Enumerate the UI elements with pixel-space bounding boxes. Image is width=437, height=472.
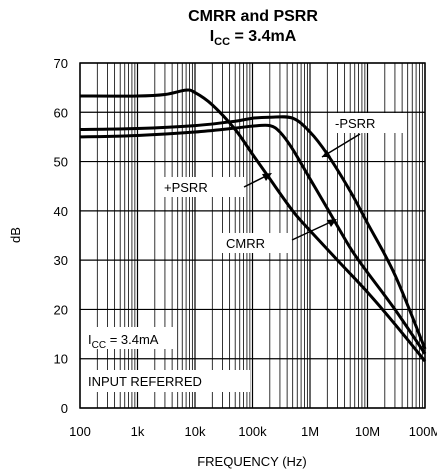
y-tick-label: 50 (54, 155, 68, 170)
series-layer (79, 88, 427, 363)
x-tick-label: 100M (409, 424, 437, 439)
note-box-icc (85, 327, 177, 349)
plot-frame (79, 62, 426, 409)
chart-title: CMRR and PSRR (188, 8, 318, 25)
series-line-plusminus-psrr (79, 123, 427, 355)
x-tick-label: 100 (69, 424, 91, 439)
label-minus-psrr: -PSRR (335, 116, 375, 131)
note-icc-cc: CC (92, 340, 106, 351)
y-tick-labels: 0 10 20 30 40 50 60 70 (54, 56, 68, 416)
series-line-minus-psrr (79, 115, 427, 350)
y-tick-label: 30 (54, 253, 68, 268)
label-box-plus-psrr (160, 177, 244, 197)
x-tick-label: 10M (355, 424, 380, 439)
y-tick-label: 40 (54, 204, 68, 219)
note-icc: ICC = 3.4mA (88, 332, 159, 351)
subtitle-i: I (210, 28, 214, 45)
label-cmrr: CMRR (226, 236, 265, 251)
x-tick-labels: 100 1k 10k 100k 1M 10M 100M (69, 424, 437, 439)
x-tick-label: 10k (185, 424, 206, 439)
label-box-minus-psrr (330, 113, 406, 133)
chart-subtitle: ICC = 3.4mA (210, 28, 297, 48)
label-box-cmrr (221, 233, 291, 253)
x-axis-label: FREQUENCY (Hz) (197, 454, 307, 469)
note-icc-value: = 3.4mA (106, 332, 159, 347)
note-icc-i: I (88, 332, 92, 347)
arrowhead-cmrr (327, 219, 337, 227)
y-tick-label: 0 (61, 401, 68, 416)
y-tick-label: 70 (54, 56, 68, 71)
series-line-cmrr (79, 88, 427, 363)
x-tick-label: 1k (131, 424, 145, 439)
x-tick-label: 1M (301, 424, 319, 439)
note-box-referred (85, 370, 250, 392)
y-tick-label: 60 (54, 105, 68, 120)
note-input-referred: INPUT REFERRED (88, 374, 202, 389)
label-plus-psrr: +PSRR (164, 180, 208, 195)
arrowhead-minus-psrr (322, 150, 331, 157)
subtitle-cc: CC (214, 36, 230, 48)
y-tick-label: 20 (54, 302, 68, 317)
arrow-line-cmrr (291, 219, 336, 241)
subtitle-value: = 3.4mA (230, 28, 297, 45)
arrowhead-plus-psrr (262, 173, 272, 181)
y-tick-label: 10 (54, 352, 68, 367)
x-tick-label: 100k (238, 424, 267, 439)
y-axis-label: dB (8, 227, 23, 243)
